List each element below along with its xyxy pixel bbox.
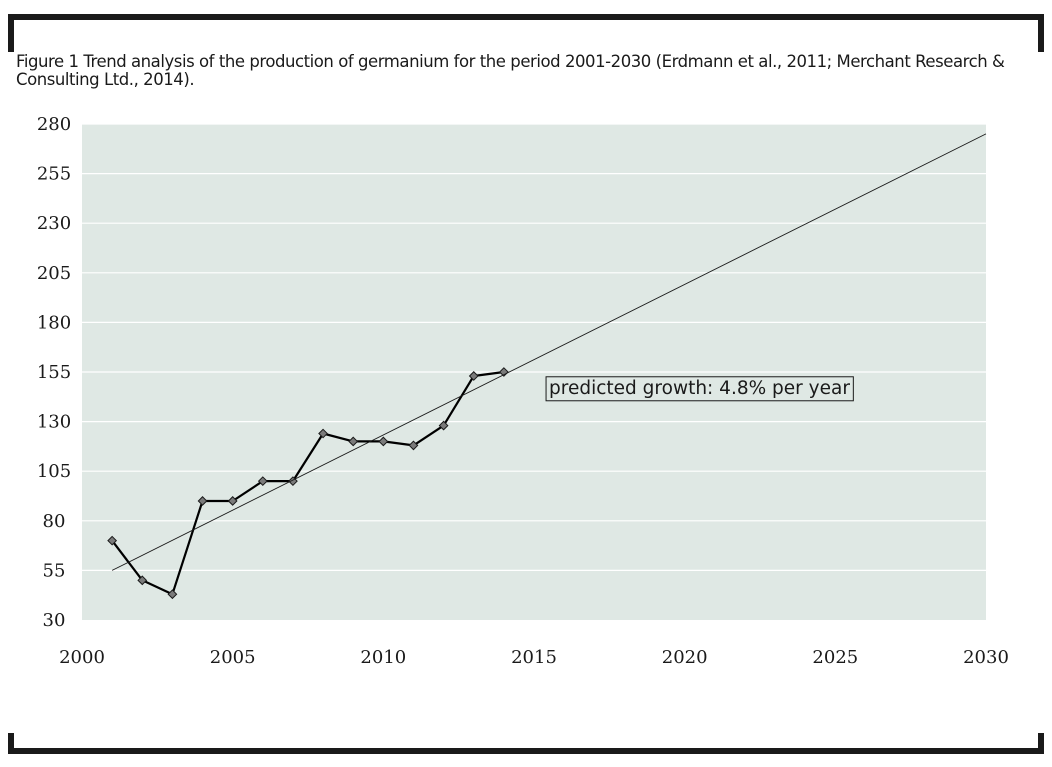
data-point-marker [438, 420, 449, 431]
frame-top-right-corner [1038, 14, 1044, 52]
annotation-text: predicted growth: 4.8% per year [549, 378, 850, 399]
gridlines [82, 123, 986, 572]
growth-annotation: predicted growth: 4.8% per year [545, 376, 854, 402]
data-point-marker [348, 436, 359, 447]
y-axis-ticks: 280 255 230 205 180 155 130 105 80 55 30 [37, 114, 71, 631]
data-point-marker [468, 371, 479, 381]
x-tick-label: 2015 [511, 647, 557, 668]
y-tick-label: 280 [37, 114, 71, 135]
x-tick-label: 2010 [360, 647, 406, 668]
y-tick-label: 105 [37, 461, 71, 482]
data-point-marker [227, 496, 238, 506]
annotations: predicted growth: 4.8% per year [545, 376, 854, 402]
frame-bottom-right-corner [1038, 733, 1044, 754]
y-tick-label: 80 [43, 511, 66, 532]
y-tick-label: 130 [37, 412, 71, 433]
y-tick-label: 205 [37, 263, 71, 284]
annotation-box [545, 376, 854, 402]
frame-bottom-left-corner [8, 733, 14, 754]
x-tick-label: 2005 [210, 647, 256, 668]
figure-caption: Figure 1 Trend analysis of the productio… [16, 52, 1005, 89]
data-point-marker [318, 428, 328, 439]
y-tick-label: 230 [37, 213, 71, 234]
y-tick-label: 55 [43, 560, 66, 581]
frame-bottom-rule [8, 748, 1044, 754]
data-point-marker [137, 575, 148, 586]
y-tick-label: 30 [43, 610, 66, 631]
x-tick-label: 2000 [59, 647, 105, 668]
y-tick-label: 155 [37, 362, 71, 383]
x-axis-ticks: 2000 2005 2010 2015 2020 2025 2030 [59, 647, 1009, 668]
data-point-marker [378, 436, 389, 447]
x-tick-label: 2030 [963, 647, 1009, 668]
trend-line [111, 133, 987, 571]
frame-top-rule [8, 14, 1044, 20]
series-group [107, 133, 987, 600]
x-tick-label: 2020 [662, 647, 708, 668]
data-point-marker [107, 535, 118, 546]
y-tick-label: 180 [37, 312, 71, 333]
frame-top-left-corner [8, 14, 14, 52]
production-line [111, 370, 505, 596]
data-point-marker [167, 589, 178, 600]
data-point-marker [197, 496, 208, 506]
x-tick-label: 2025 [812, 647, 858, 668]
data-point-marker [257, 476, 268, 487]
data-point-marker [408, 440, 419, 451]
y-tick-label: 255 [37, 164, 71, 185]
